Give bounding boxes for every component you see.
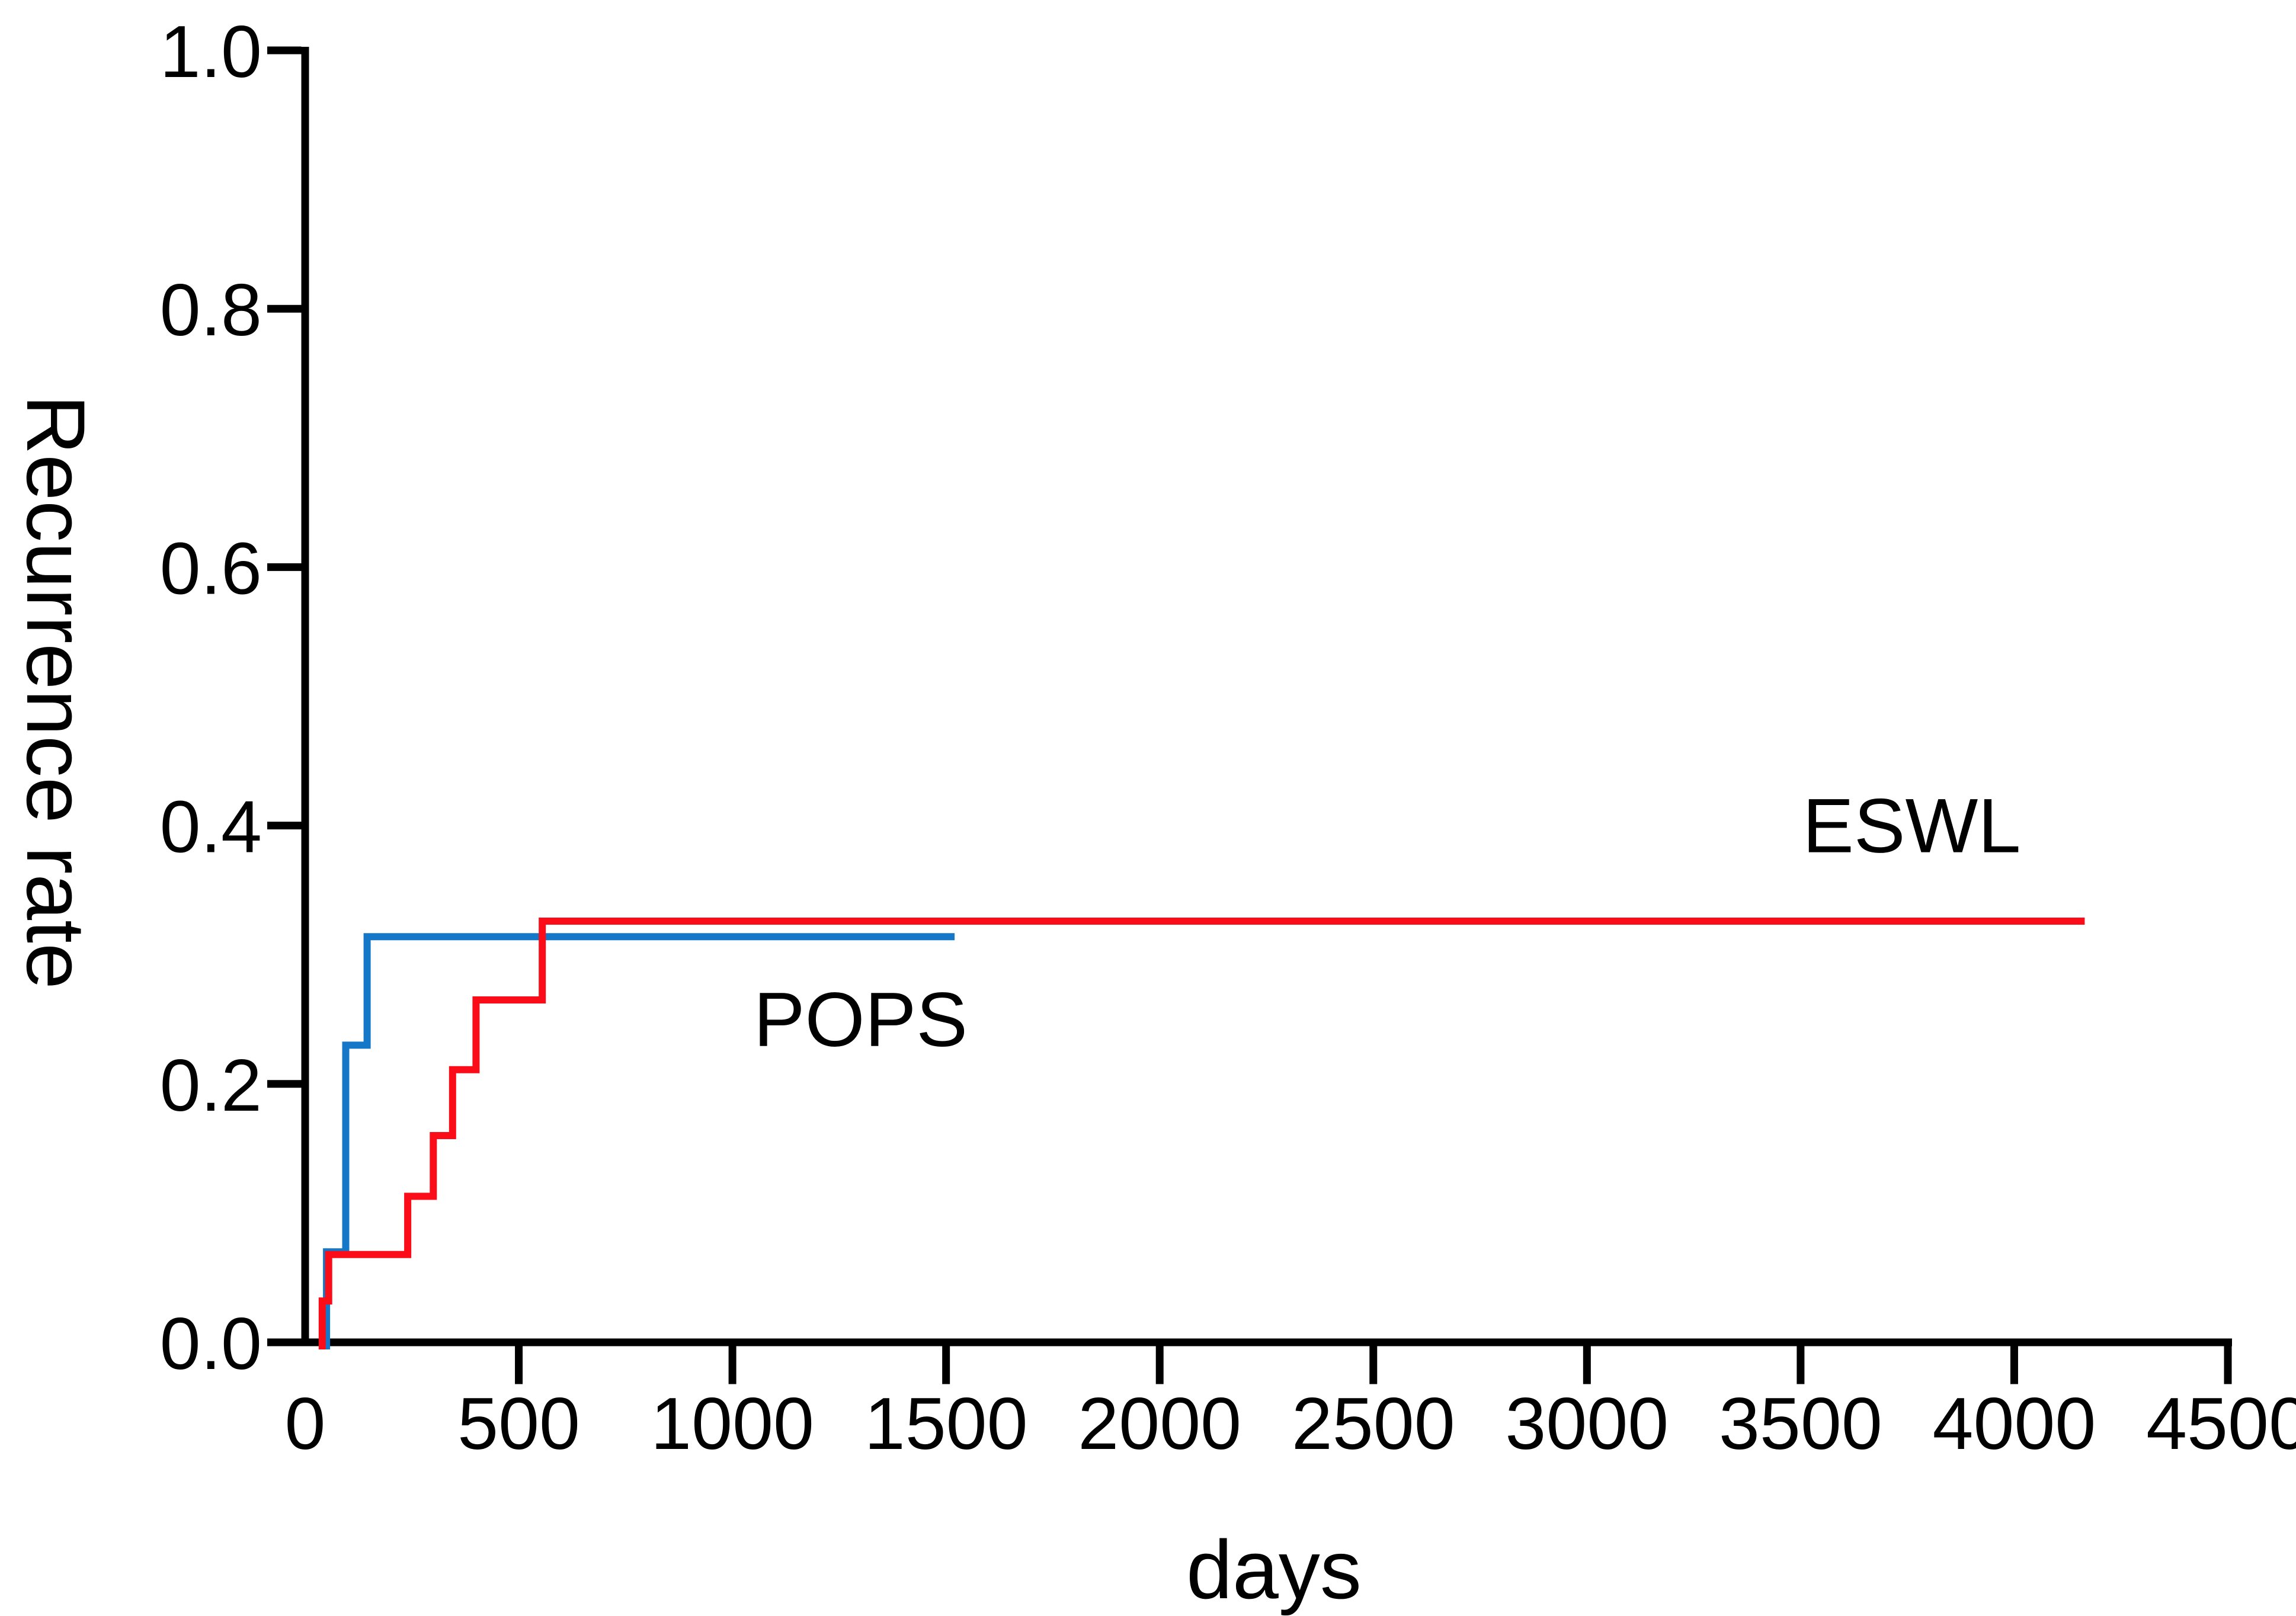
y-tick-label: 0.2 — [160, 1045, 262, 1127]
x-tick-label: 2500 — [1292, 1383, 1455, 1465]
series-label-pops: POPS — [754, 976, 968, 1063]
series-line-eswl — [318, 918, 2085, 1349]
x-tick-label: 4000 — [1933, 1383, 2096, 1465]
x-tick-label: 1500 — [864, 1383, 1028, 1465]
y-tick-label: 0.6 — [160, 528, 262, 610]
x-tick-label: 1000 — [651, 1383, 814, 1465]
y-tick-label: 0.4 — [160, 787, 262, 868]
x-tick-label: 500 — [457, 1383, 580, 1465]
y-axis-ticks: 0.0 0.2 0.4 0.6 0.8 1.0 — [160, 11, 302, 1385]
series-label-eswl: ESWL — [1802, 783, 2020, 869]
x-axis-title: days — [1186, 1523, 1362, 1616]
series-curves — [318, 918, 2085, 1349]
x-tick-label: 4500 — [2146, 1383, 2296, 1465]
y-tick-label: 1.0 — [160, 11, 262, 93]
x-tick-label: 3000 — [1505, 1383, 1669, 1465]
x-tick-label: 2000 — [1078, 1383, 1241, 1465]
x-tick-label: 0 — [285, 1383, 326, 1465]
x-tick-label: 3500 — [1719, 1383, 1882, 1465]
axes — [301, 47, 2232, 1346]
y-axis-title: Recurrence rate — [9, 395, 103, 989]
x-axis-ticks: 0 500 1000 1500 2000 2500 3000 3500 4000 4500 — [285, 1346, 2296, 1465]
y-tick-label: 0.8 — [160, 270, 262, 351]
y-tick-label: 0.0 — [160, 1303, 262, 1385]
